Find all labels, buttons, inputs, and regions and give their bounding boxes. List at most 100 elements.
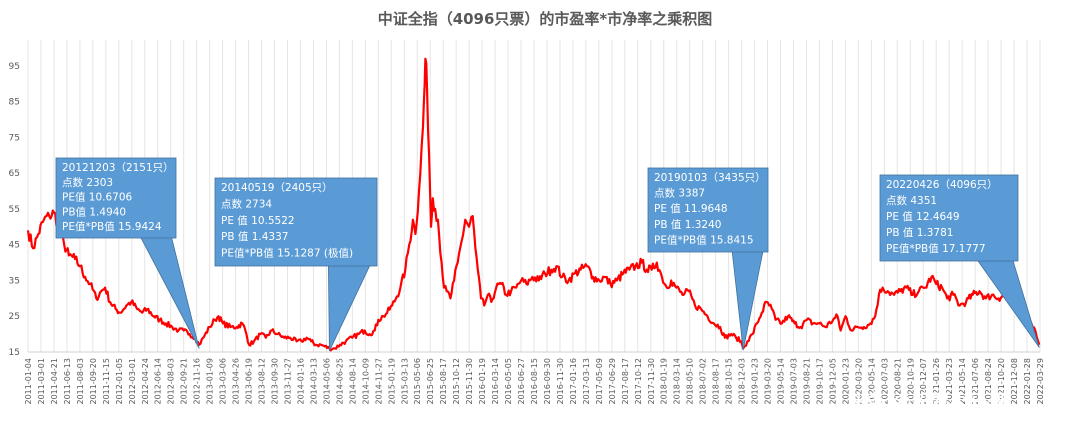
callout-box [879,174,1019,262]
x-tick-label: 2020-03-20 [854,358,863,405]
x-tick-label: 2012-08-03 [167,358,176,405]
callout-line: PE值*PB值 15.1287 (极值) [221,247,353,260]
x-tick-label: 2015-03-13 [400,358,409,405]
callout-line: PE值*PB值 15.9424 [62,220,162,233]
x-tick-label: 2019-03-20 [764,358,773,405]
x-tick-label: 2019-01-23 [751,358,760,405]
x-tick-label: 2011-11-15 [102,358,111,405]
x-tick-label: 2019-10-17 [815,358,824,405]
x-tick-label: 2017-10-12 [634,358,643,405]
x-tick-label: 2018-12-03 [738,358,747,405]
x-tick-label: 2015-05-06 [413,358,422,405]
x-tick-label: 2021-08-24 [984,358,993,405]
x-tick-label: 2019-08-21 [802,358,811,405]
callout-line: PE 值 11.9648 [654,202,728,215]
callout-line: PE值 10.6706 [62,191,133,204]
x-tick-label: 2012-01-05 [115,358,124,405]
x-tick-label: 2020-01-23 [841,358,850,405]
x-tick-label: 2016-01-19 [478,358,487,405]
x-tick-label: 2016-05-05 [504,358,513,405]
watermark-text: 头条 @股票小马哥 [848,390,1007,413]
x-tick-label: 2017-11-30 [647,358,656,405]
x-tick-label: 2020-10-19 [906,358,915,405]
y-tick-label: 15 [9,348,20,358]
callout-line: 点数 2303 [62,176,113,189]
x-tick-label: 2012-03-01 [128,358,137,405]
y-tick-label: 75 [9,133,20,143]
callout-line: 点数 3387 [654,187,705,200]
callout-box [214,177,378,267]
x-tick-label: 2011-08-03 [76,358,85,405]
x-tick-label: 2016-06-27 [517,358,526,405]
y-tick-label: 55 [9,205,20,215]
y-tick-label: 25 [9,312,20,322]
x-tick-label: 2014-03-13 [309,358,318,405]
x-tick-label: 2012-09-21 [180,358,189,405]
x-tick-label: 2018-05-10 [686,358,695,405]
x-tick-label: 2017-06-29 [608,358,617,405]
callout-line: PB值 1.4940 [62,205,126,218]
x-tick-label: 2020-07-03 [880,358,889,405]
x-tick-label: 2019-12-05 [828,358,837,405]
x-tick-label: 2015-08-17 [439,358,448,405]
x-tick-label: 2015-01-19 [387,358,396,405]
x-tick-label: 2011-03-01 [37,358,46,405]
x-tick-label: 2021-03-23 [945,358,954,405]
x-tick-label: 2021-05-14 [958,358,967,405]
x-tick-label: 2014-10-09 [361,358,370,405]
x-tick-label: 2020-05-14 [867,358,876,405]
x-tick-label: 2015-06-25 [426,358,435,405]
callout-line: PB 值 1.4337 [221,230,288,243]
x-tick-label: 2021-07-06 [971,358,980,405]
x-tick-label: 2016-11-30 [556,358,565,405]
x-tick-label: 2022-03-29 [1036,358,1045,405]
x-tick-label: 2013-09-30 [271,358,280,405]
x-tick-label: 2011-09-20 [89,358,98,405]
x-tick-label: 2013-03-06 [219,358,228,405]
callout-line: PE 值 10.5522 [221,214,295,227]
x-tick-label: 2020-12-07 [919,358,928,405]
x-tick-label: 2013-06-19 [245,358,254,405]
callout-line: 20220426（4096只） [886,179,998,191]
x-tick-label: 2014-08-14 [348,358,357,405]
y-tick-label: 95 [9,62,20,72]
callout-line: 20190103（3435只） [654,172,766,184]
x-tick-label: 2012-04-24 [141,358,150,405]
x-tick-label: 2018-03-14 [673,358,682,405]
callout-line: 点数 2734 [221,197,272,210]
callout-line: PE值*PB值 17.1777 [886,242,986,255]
x-tick-label: 2012-06-14 [154,358,163,405]
x-tick-label: 2021-12-08 [1010,358,1019,405]
x-tick-label: 2019-05-14 [777,358,786,405]
callout-line: PE值*PB值 15.8415 [654,233,754,246]
x-tick-label: 2014-06-25 [335,358,344,405]
callout-line: PB 值 1.3240 [654,218,721,231]
x-tick-label: 2017-05-09 [595,358,604,405]
y-tick-label: 35 [9,276,20,286]
callout-box [55,157,177,239]
callout: 20190103（3435只） 点数 3387 PE 值 11.9648 PB 值 1… [647,167,769,351]
x-tick-label: 2011-04-21 [50,358,59,405]
callout-line: 20140519（2405只） [221,182,333,194]
x-tick-label: 2014-01-16 [296,358,305,405]
x-axis-ticks: 2011-01-04 2011-03-01 2011-04-21 2011-06-13… [24,358,1045,405]
y-tick-label: 65 [9,169,20,179]
x-tick-label: 2013-01-09 [206,358,215,405]
x-tick-label: 2018-08-17 [712,358,721,405]
x-tick-label: 2015-11-30 [465,358,474,405]
x-tick-label: 2013-11-27 [283,358,292,405]
callout-line: PE 值 12.4649 [886,210,960,223]
chart-title: 中证全指（4096只票）的市盈率*市净率之乘积图 [378,10,713,28]
callout: 20220426（4096只） 点数 4351 PE 值 12.4649 PB 值 1… [879,174,1040,348]
x-tick-label: 2017-03-13 [582,358,591,405]
x-tick-label: 2015-10-12 [452,358,461,405]
x-tick-label: 2014-05-06 [322,358,331,405]
y-tick-label: 45 [9,241,20,251]
x-tick-label: 2014-11-27 [374,358,383,405]
y-axis-ticks: 15 25 35 45 55 65 75 85 95 [9,62,20,358]
x-tick-label: 2018-10-15 [725,358,734,405]
callout: 20140519（2405只） 点数 2734 PE 值 10.5522 PB 值 1… [214,177,378,352]
x-tick-label: 2018-07-02 [699,358,708,405]
